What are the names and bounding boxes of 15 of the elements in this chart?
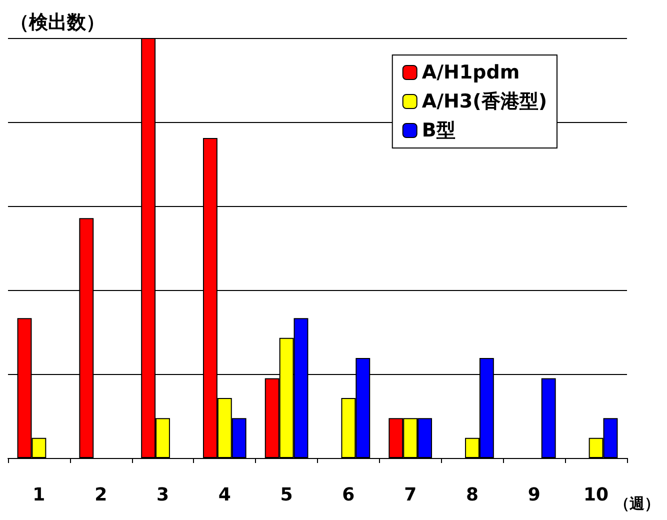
x-tick-label: 7 xyxy=(404,484,417,506)
x-tick-label: 5 xyxy=(280,484,293,506)
legend-label: A/H1pdm xyxy=(422,62,520,84)
x-tick-label: 3 xyxy=(156,484,170,506)
legend-label: B型 xyxy=(422,120,456,142)
legend-label: A/H3(香港型) xyxy=(422,90,548,112)
x-axis-title: （週） xyxy=(614,494,660,512)
x-tick-label: 1 xyxy=(32,484,46,506)
x-tick-label: 9 xyxy=(528,484,540,506)
x-tick-label: 6 xyxy=(342,484,355,506)
x-tick-label: 2 xyxy=(94,484,108,506)
x-tick-label: 10 xyxy=(584,484,609,506)
x-tick-label: 4 xyxy=(218,484,231,506)
x-tick-label: 8 xyxy=(466,484,479,506)
y-axis-title: （検出数） xyxy=(10,12,105,34)
